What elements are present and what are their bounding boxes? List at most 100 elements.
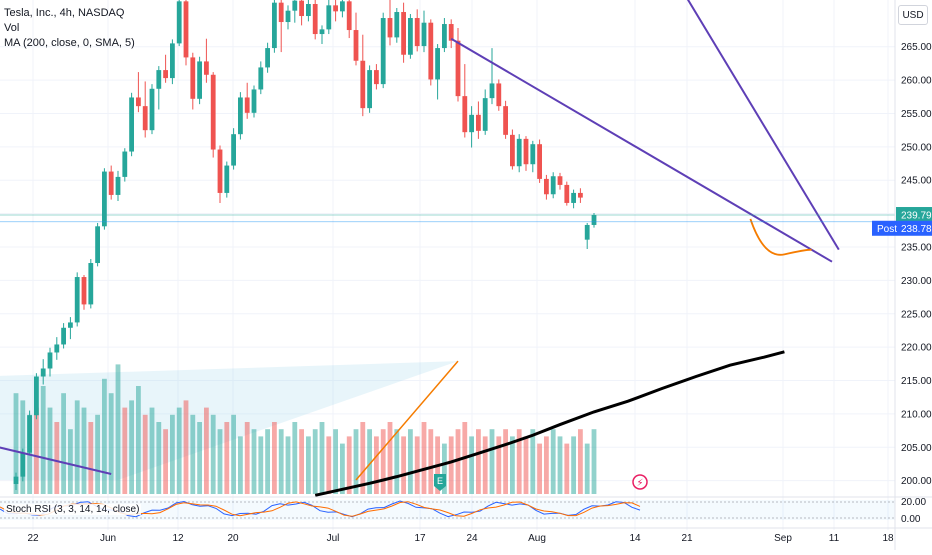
candle-up	[571, 192, 576, 203]
volume-bar	[115, 364, 121, 494]
volume-bar	[537, 443, 542, 494]
volume-bar	[102, 378, 107, 494]
x-tick-label: 17	[414, 533, 426, 544]
candle-up	[231, 134, 236, 166]
volume-bar	[149, 407, 155, 494]
x-tick-label: 18	[882, 533, 894, 544]
candle-up	[435, 48, 440, 80]
ma-200-line	[314, 350, 785, 497]
candle-up	[54, 344, 60, 353]
volume-bar	[346, 436, 352, 494]
x-tick-label: 22	[27, 533, 39, 544]
y-tick-label: 230.00	[901, 276, 932, 287]
candle-down	[455, 40, 461, 97]
volume-bar	[190, 414, 196, 494]
candle-down	[387, 18, 393, 38]
candle-up	[421, 22, 427, 47]
y-tick-label: 225.00	[901, 309, 932, 320]
volume-bar	[564, 443, 570, 494]
grid-layer	[0, 0, 895, 530]
candle-up	[319, 29, 325, 35]
candle-up	[258, 67, 264, 90]
candle-down	[136, 97, 141, 107]
candle-down	[523, 138, 529, 165]
volume-bar	[448, 436, 454, 494]
trendline-upper	[686, 0, 840, 251]
y-tick-label: 250.00	[901, 142, 932, 153]
volume-bar	[489, 429, 495, 494]
candle-up	[251, 89, 257, 113]
candle-down	[544, 178, 549, 195]
orange-arc	[749, 218, 812, 256]
volume-bar	[163, 429, 168, 494]
candle-layer	[13, 0, 597, 490]
legend-symbol[interactable]: Tesla, Inc., 4h, NASDAQ	[4, 7, 125, 19]
volume-bar	[231, 414, 236, 494]
candle-up	[591, 215, 597, 225]
candle-up	[489, 83, 495, 99]
candle-up	[482, 98, 488, 131]
volume-bar	[584, 443, 590, 494]
x-tick-label: 21	[681, 533, 693, 544]
candle-up	[285, 10, 291, 23]
candle-up	[40, 368, 46, 377]
volume-bar	[238, 436, 243, 494]
volume-bar	[455, 429, 461, 494]
candle-up	[265, 48, 270, 68]
volume-bar	[516, 429, 522, 494]
candle-down	[299, 0, 304, 17]
volume-bar	[108, 393, 114, 494]
volume-bar	[530, 429, 536, 494]
candle-up	[95, 226, 100, 264]
candle-down	[503, 106, 508, 135]
candle-down	[557, 176, 563, 185]
earnings-label: E	[437, 476, 443, 486]
split-icon: ⚡	[636, 478, 643, 489]
volume-bar	[20, 400, 26, 494]
candle-up	[27, 415, 32, 453]
candle-up	[367, 70, 372, 109]
post-label: Post	[877, 224, 897, 235]
candle-down	[448, 24, 454, 41]
candle-up	[156, 70, 162, 89]
candle-up	[469, 114, 474, 133]
candle-up	[88, 263, 94, 305]
volume-bar	[353, 429, 359, 494]
volume-bar	[176, 407, 182, 494]
currency-button[interactable]: USD	[898, 5, 928, 25]
candle-down	[537, 144, 542, 179]
volume-bar	[170, 414, 175, 494]
volume-bar	[312, 429, 318, 494]
y-tick-label: 215.00	[901, 376, 932, 387]
legend-ma[interactable]: MA (200, close, 0, SMA, 5)	[4, 37, 135, 49]
stoch-rsi-label[interactable]: Stoch RSI (3, 3, 14, 14, close)	[4, 504, 142, 515]
candle-up	[122, 151, 128, 177]
volume-bar	[40, 386, 46, 494]
stoch-tick-label: 0.00	[901, 514, 921, 525]
volume-bar	[591, 429, 597, 494]
volume-bar	[401, 436, 406, 494]
candle-down	[81, 277, 87, 305]
overlay-layer: E ⚡	[0, 0, 895, 497]
volume-bar	[285, 436, 291, 494]
candle-down	[217, 149, 223, 193]
volume-bar	[442, 443, 447, 494]
x-tick-label: 20	[227, 533, 239, 544]
legend-volume[interactable]: Vol	[4, 22, 20, 34]
last-price-text: 239.79	[901, 211, 932, 222]
candle-down	[204, 61, 209, 75]
stoch-tick-label: 20.00	[901, 497, 926, 508]
candle-down	[496, 83, 502, 107]
volume-bar	[81, 407, 87, 494]
post-price-tag: Post 238.78	[872, 220, 932, 236]
post-value: 238.78	[901, 224, 932, 235]
legend: Tesla, Inc., 4h, NASDAQ Vol MA (200, clo…	[4, 6, 135, 51]
volume-bar	[578, 429, 583, 494]
stoch-band	[0, 500, 895, 520]
candle-down	[360, 60, 366, 109]
volume-bar	[224, 422, 230, 494]
volume-bar	[95, 414, 100, 494]
candle-up	[61, 327, 66, 345]
candle-down	[510, 134, 515, 167]
